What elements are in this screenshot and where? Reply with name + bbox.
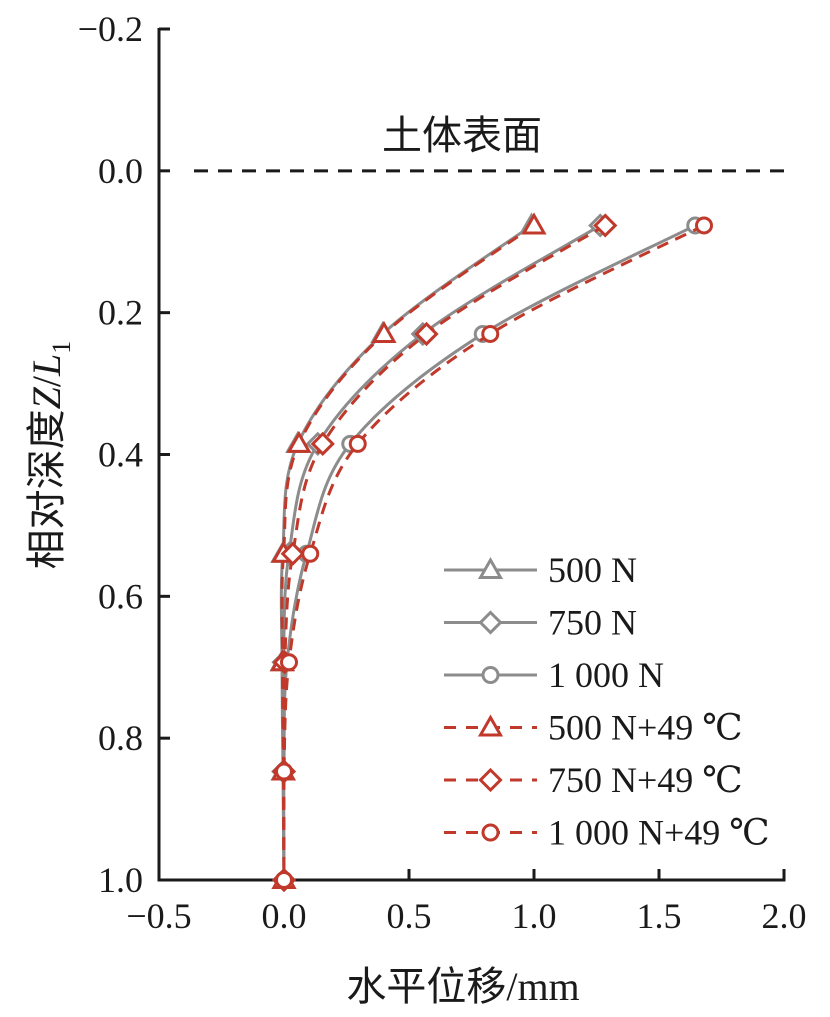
data-point <box>371 320 397 343</box>
legend-label: 500 N <box>548 550 637 590</box>
legend-marker <box>477 556 504 579</box>
x-tick-label: −0.5 <box>126 896 191 936</box>
data-point <box>275 762 293 781</box>
y-tick-label: 0.4 <box>98 435 143 475</box>
data-point <box>280 541 305 566</box>
legend-item: 1 000 N <box>444 655 664 695</box>
legend-item: 500 N+49 ℃ <box>444 708 743 748</box>
x-tick-label: 1.0 <box>512 896 557 936</box>
x-tick-label: 0.0 <box>262 896 307 936</box>
legend-label: 500 N+49 ℃ <box>548 708 743 748</box>
y-tick-label: 0.2 <box>98 293 143 333</box>
y-axis-title: 相对深度Z/L1 <box>24 341 76 570</box>
y-tick-label: 1.0 <box>98 860 143 900</box>
legend-item: 1 000 N+49 ℃ <box>444 813 770 853</box>
x-tick-label: 0.5 <box>387 896 432 936</box>
legend-marker <box>477 714 504 737</box>
data-point <box>414 321 439 347</box>
data-point <box>275 871 293 889</box>
y-tick-label: −0.2 <box>78 9 143 49</box>
axes: −0.5 0.0 0.5 1.0 1.5 2.0 −0.2 0.0 0.2 0.4 0.6 0.8 1.… <box>78 9 807 936</box>
legend-label: 1 000 N+49 ℃ <box>548 813 770 853</box>
data-point <box>348 434 367 453</box>
legend-item: 500 N <box>444 550 637 590</box>
legend: 500 N 750 N 1 000 N 500 N+49 ℃ 750 N+49 ℃ 1 0… <box>444 550 770 853</box>
series-line <box>282 224 607 881</box>
series-6 <box>275 216 713 889</box>
data-point <box>310 431 335 456</box>
legend-marker <box>478 610 503 635</box>
x-tick-label: 1.5 <box>637 896 682 936</box>
legend-label: 750 N <box>548 603 637 643</box>
x-axis-title: 水平位移/mm <box>346 964 579 1010</box>
legend-item: 750 N <box>444 603 637 643</box>
data-point <box>280 653 298 672</box>
legend-item: 750 N+49 ℃ <box>444 760 743 800</box>
surface-layer: 土体表面 <box>194 113 784 173</box>
y-tick-label: 0.6 <box>98 576 143 616</box>
data-point <box>301 544 320 563</box>
legend-label: 1 000 N <box>548 655 664 695</box>
y-tick-label: 0.8 <box>98 718 143 758</box>
legend-marker <box>481 823 500 842</box>
surface-label: 土体表面 <box>382 113 542 159</box>
series-layer <box>269 212 713 893</box>
legend-marker <box>478 767 503 793</box>
legend-label: 750 N+49 ℃ <box>548 760 743 800</box>
x-tick-label: 2.0 <box>762 896 807 936</box>
data-point <box>521 212 547 235</box>
data-point <box>286 430 312 453</box>
legend-marker <box>481 666 500 684</box>
data-point <box>593 213 618 238</box>
data-point <box>481 324 500 343</box>
y-tick-label: 0.0 <box>98 151 143 191</box>
data-point <box>695 216 713 235</box>
